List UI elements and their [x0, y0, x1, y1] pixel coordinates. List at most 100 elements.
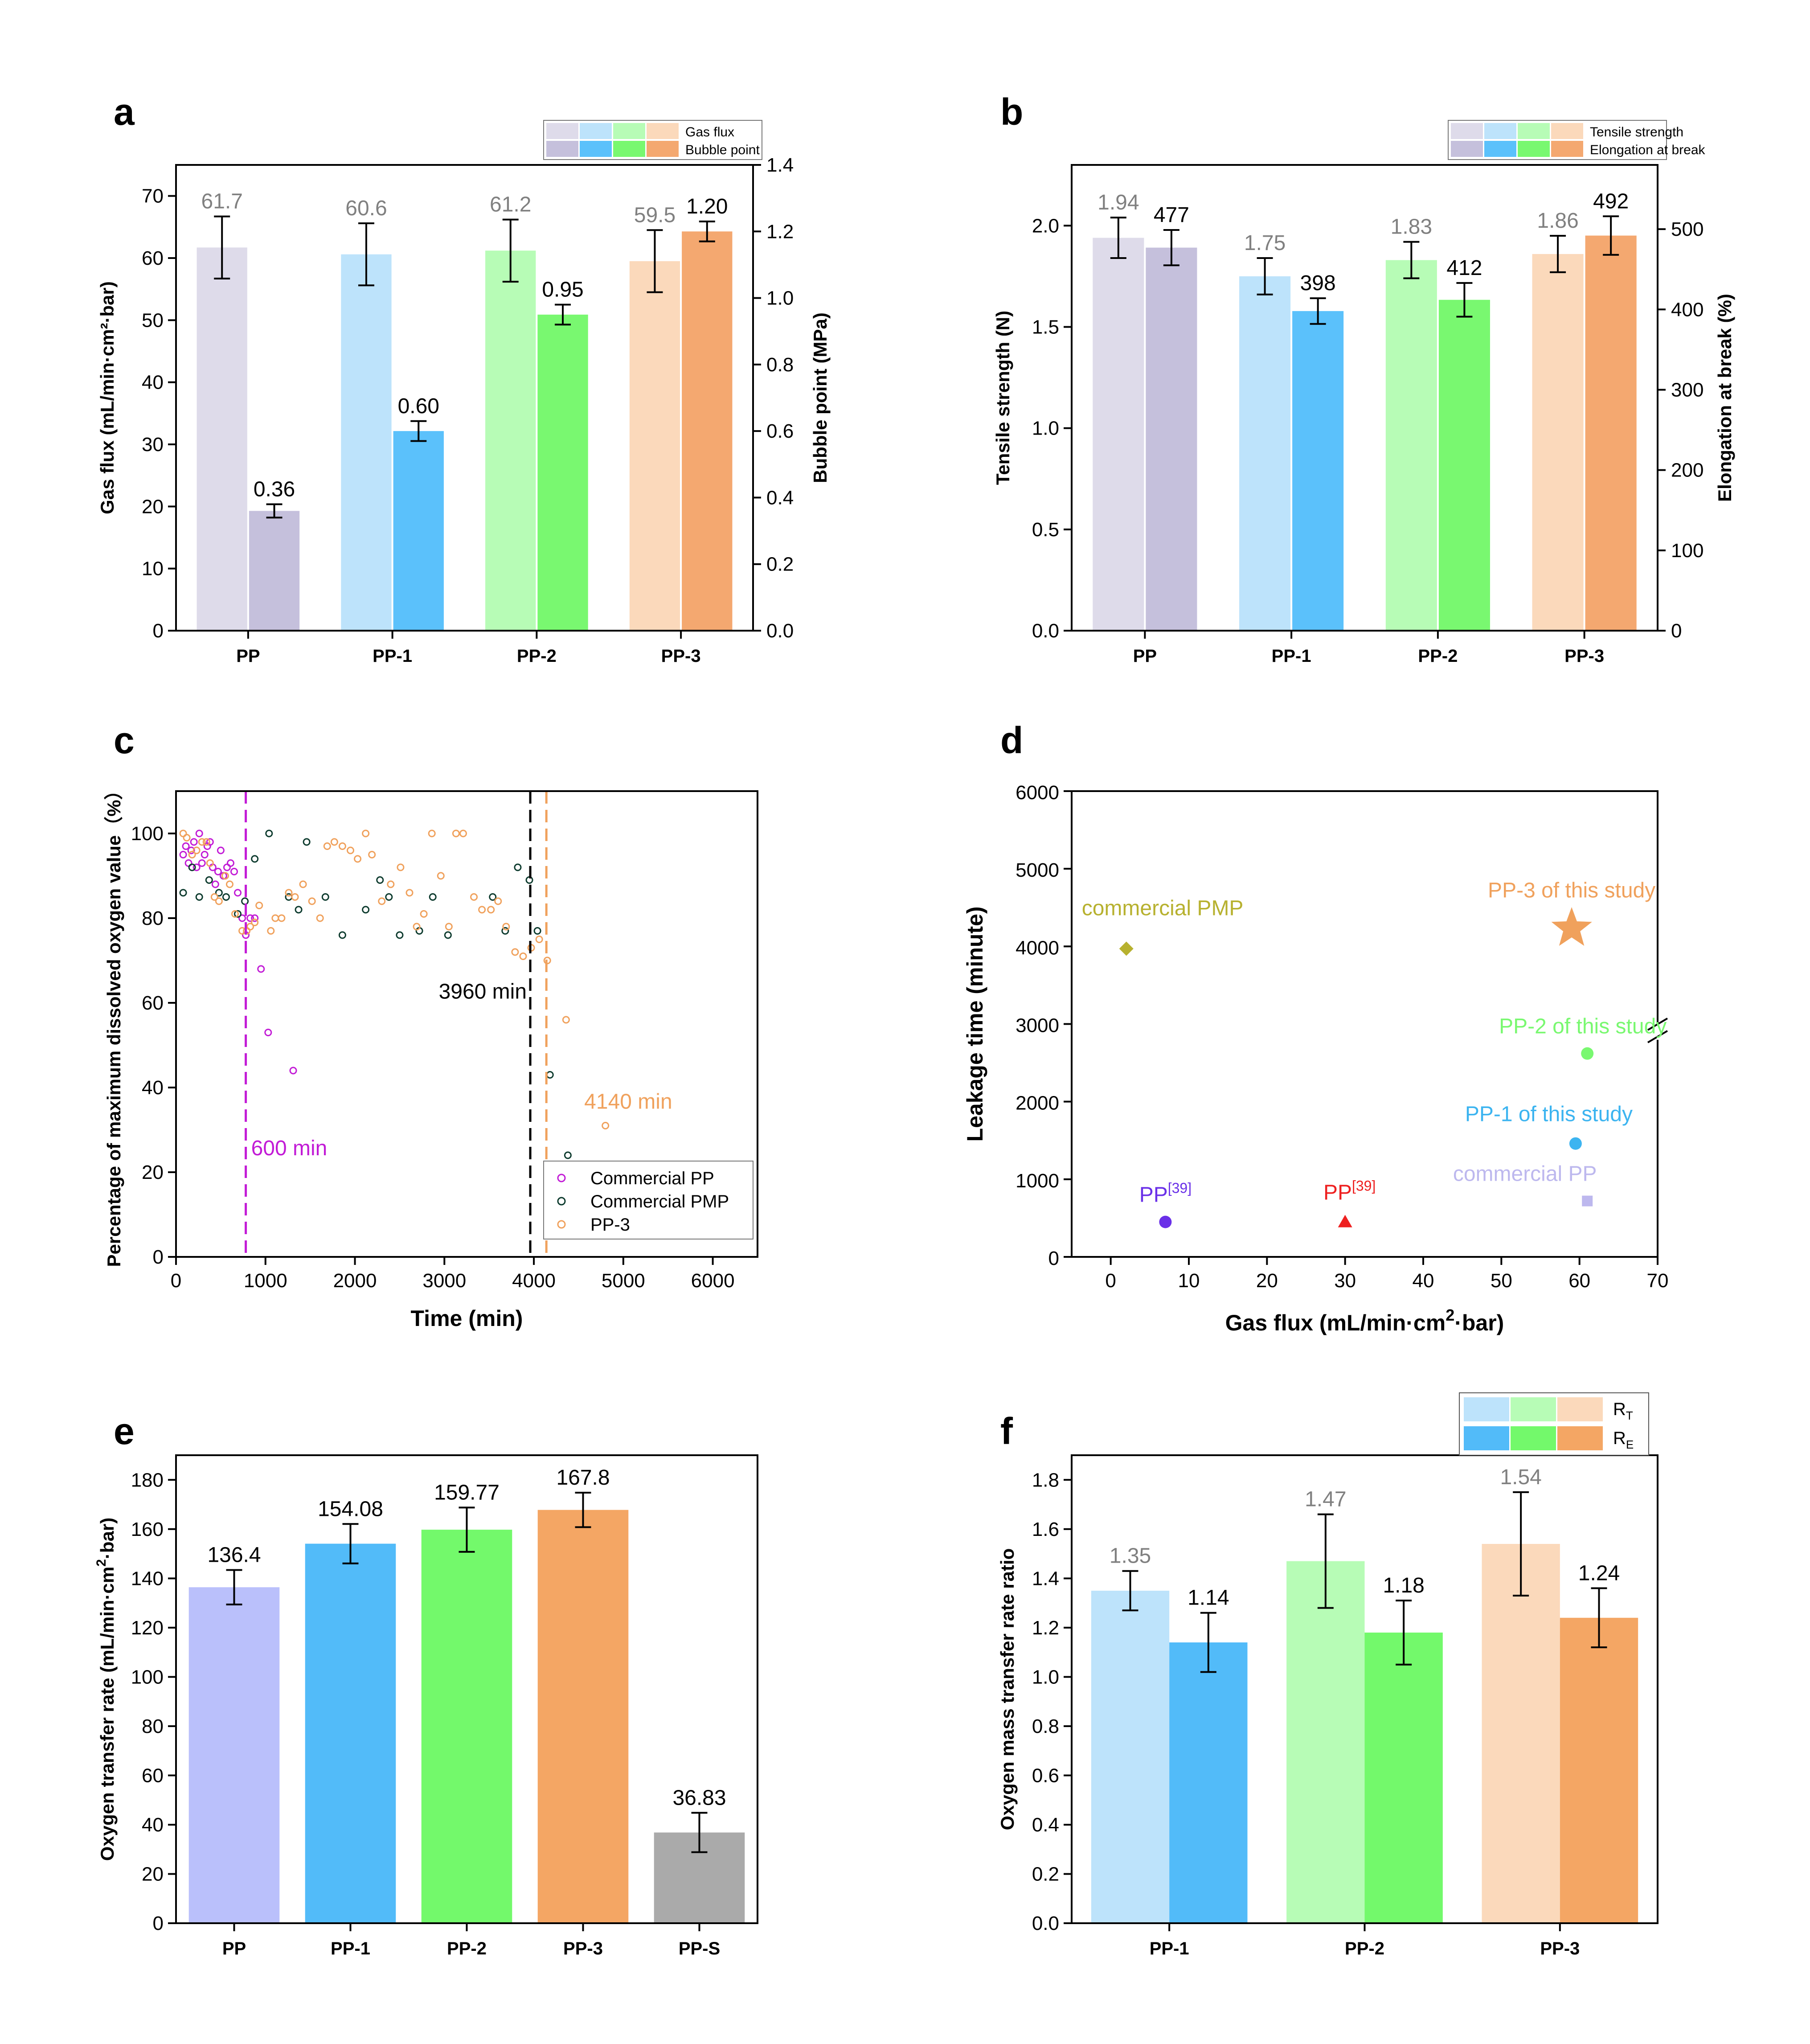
- e-ytick-label: 0: [153, 1913, 164, 1934]
- c-point-pp-3: [511, 948, 519, 956]
- d-axis-break-mark: [1647, 1030, 1668, 1043]
- b-value-label: 492: [1593, 189, 1629, 213]
- e-ytick-label: 180: [131, 1469, 164, 1491]
- c-point-pp-3: [338, 842, 346, 850]
- c-point-commercial-pmp: [444, 931, 452, 939]
- c-point-pp-3: [397, 863, 405, 871]
- d-ytick-label: 2000: [1016, 1092, 1059, 1114]
- d-point-label-text: commercial PP: [1453, 1162, 1597, 1186]
- a-bar-bubble-point: [393, 431, 444, 631]
- c-point-pp-3: [316, 914, 324, 922]
- b-legend-swatch: [1451, 141, 1483, 157]
- a-ytick-label: 20: [142, 496, 164, 517]
- e-ytick-label: 100: [131, 1666, 164, 1688]
- b-ytick-label: 0.0: [1032, 620, 1059, 642]
- b-bar-tensile-strength: [1093, 238, 1144, 631]
- d-ytick-label: 4000: [1016, 937, 1059, 959]
- f-value-label: 1.14: [1188, 1586, 1229, 1610]
- d-ylabel: Leakage time (minute): [962, 907, 987, 1142]
- c-point-pp-3: [323, 842, 331, 850]
- c-vline-label: 600 min: [251, 1137, 328, 1160]
- c-point-pp-3: [267, 927, 275, 935]
- a-ytick-label: 40: [142, 372, 164, 394]
- a-ytick-label: 70: [142, 185, 164, 207]
- a-y2tick-label: 1.4: [766, 154, 794, 176]
- b-category-label: PP-1: [1272, 646, 1311, 666]
- c-xtick-label: 5000: [602, 1270, 645, 1292]
- c-point-pp-3: [225, 880, 233, 888]
- c-ytick-label: 80: [142, 907, 164, 929]
- f-legend-entry-name: R: [1613, 1400, 1626, 1419]
- c-point-pp-3: [405, 889, 414, 897]
- a-value-label: 59.5: [634, 203, 676, 227]
- c-legend-marker: [557, 1174, 566, 1182]
- panel-letter-a: a: [114, 91, 135, 133]
- c-point-pp-3: [291, 893, 299, 901]
- e-ytick-label: 20: [142, 1863, 164, 1885]
- a-y2tick-label: 1.2: [766, 221, 794, 242]
- e-ytick-label: 140: [131, 1568, 164, 1589]
- c-point-pp-3: [188, 851, 196, 858]
- b-bar-tensile-strength: [1532, 254, 1584, 631]
- f-legend-swatch: [1511, 1397, 1556, 1421]
- b-legend-swatch: [1551, 141, 1583, 157]
- c-point-commercial-pp: [226, 859, 234, 867]
- d-ytick-label: 5000: [1016, 859, 1059, 881]
- d-xtick-label: 30: [1334, 1270, 1356, 1292]
- c-point-pp-3: [308, 897, 316, 905]
- a-bar-gas-flux: [341, 254, 392, 631]
- a-value-label: 61.7: [201, 190, 243, 213]
- f-category-label: PP-1: [1150, 1939, 1189, 1958]
- a-bar-bubble-point: [537, 314, 588, 631]
- a-value-label: 1.20: [686, 195, 728, 218]
- f-legend-swatch: [1511, 1426, 1556, 1450]
- f-value-label: 1.47: [1305, 1488, 1346, 1511]
- c-legend-entry: Commercial PP: [590, 1169, 714, 1188]
- a-category-label: PP-2: [517, 646, 557, 666]
- e-value-label: 36.83: [672, 1786, 726, 1810]
- c-point-pp-3: [192, 846, 201, 854]
- d-xtick-label: 10: [1178, 1270, 1200, 1292]
- b-value-label: 1.94: [1097, 191, 1139, 214]
- a-y2tick-label: 0.2: [766, 554, 794, 575]
- f-value-label: 1.54: [1500, 1465, 1541, 1489]
- c-point-commercial-pmp: [222, 893, 230, 901]
- d-xtick-label: 0: [1105, 1270, 1116, 1292]
- d-xtick-label: 50: [1491, 1270, 1512, 1292]
- a-category-label: PP-1: [373, 646, 412, 666]
- c-point-pp-3: [378, 897, 386, 905]
- d-point-triangle: [1338, 1215, 1352, 1227]
- a-y2tick-label: 0.6: [766, 420, 794, 442]
- c-point-pp-3: [221, 872, 229, 880]
- c-legend-marker: [557, 1220, 566, 1229]
- panel-e: 0 20 40 60 80 100 120 140 160 180 136.4 PP 154.08 PP-…: [94, 1454, 758, 1958]
- b-value-label: 412: [1446, 256, 1482, 280]
- f-legend-swatch: [1557, 1397, 1603, 1421]
- d-xlabel-part: Gas flux (mL/min·cm: [1225, 1310, 1446, 1335]
- f-legend-swatch: [1464, 1397, 1509, 1421]
- d-point-label-text: PP: [1139, 1183, 1168, 1207]
- c-xtick-label: 3000: [422, 1270, 466, 1292]
- d-point-circle: [1569, 1137, 1582, 1150]
- b-ytick-label: 0.5: [1032, 519, 1059, 541]
- c-point-pp-3: [206, 859, 214, 867]
- e-category-label: PP-1: [331, 1939, 370, 1958]
- c-point-commercial-pmp: [188, 863, 196, 871]
- d-point-label: PP-2 of this study: [1499, 1015, 1667, 1038]
- e-ylabel-part: ·bar): [97, 1518, 118, 1559]
- f-ytick-label: 0.4: [1032, 1814, 1059, 1836]
- e-ytick-label: 60: [142, 1765, 164, 1786]
- e-value-label: 136.4: [207, 1543, 261, 1567]
- c-point-commercial-pmp: [205, 876, 213, 884]
- d-point-label: PP-1 of this study: [1465, 1103, 1633, 1126]
- c-point-commercial-pp: [201, 851, 209, 858]
- c-point-commercial-pmp: [429, 893, 437, 901]
- d-ytick-label: 0: [1048, 1248, 1059, 1269]
- b-bar-tensile-strength: [1385, 260, 1437, 631]
- panel-d: 0 1000 2000 3000 4000 5000 6000 0 10 20 30 40 50 60 70…: [962, 782, 1668, 1335]
- d-point-label: PP[39]: [1323, 1178, 1376, 1205]
- a-legend-swatch: [546, 141, 578, 157]
- a-legend-swatch: [613, 141, 645, 157]
- c-point-pp-3: [470, 893, 478, 901]
- a-bar-gas-flux: [629, 261, 680, 631]
